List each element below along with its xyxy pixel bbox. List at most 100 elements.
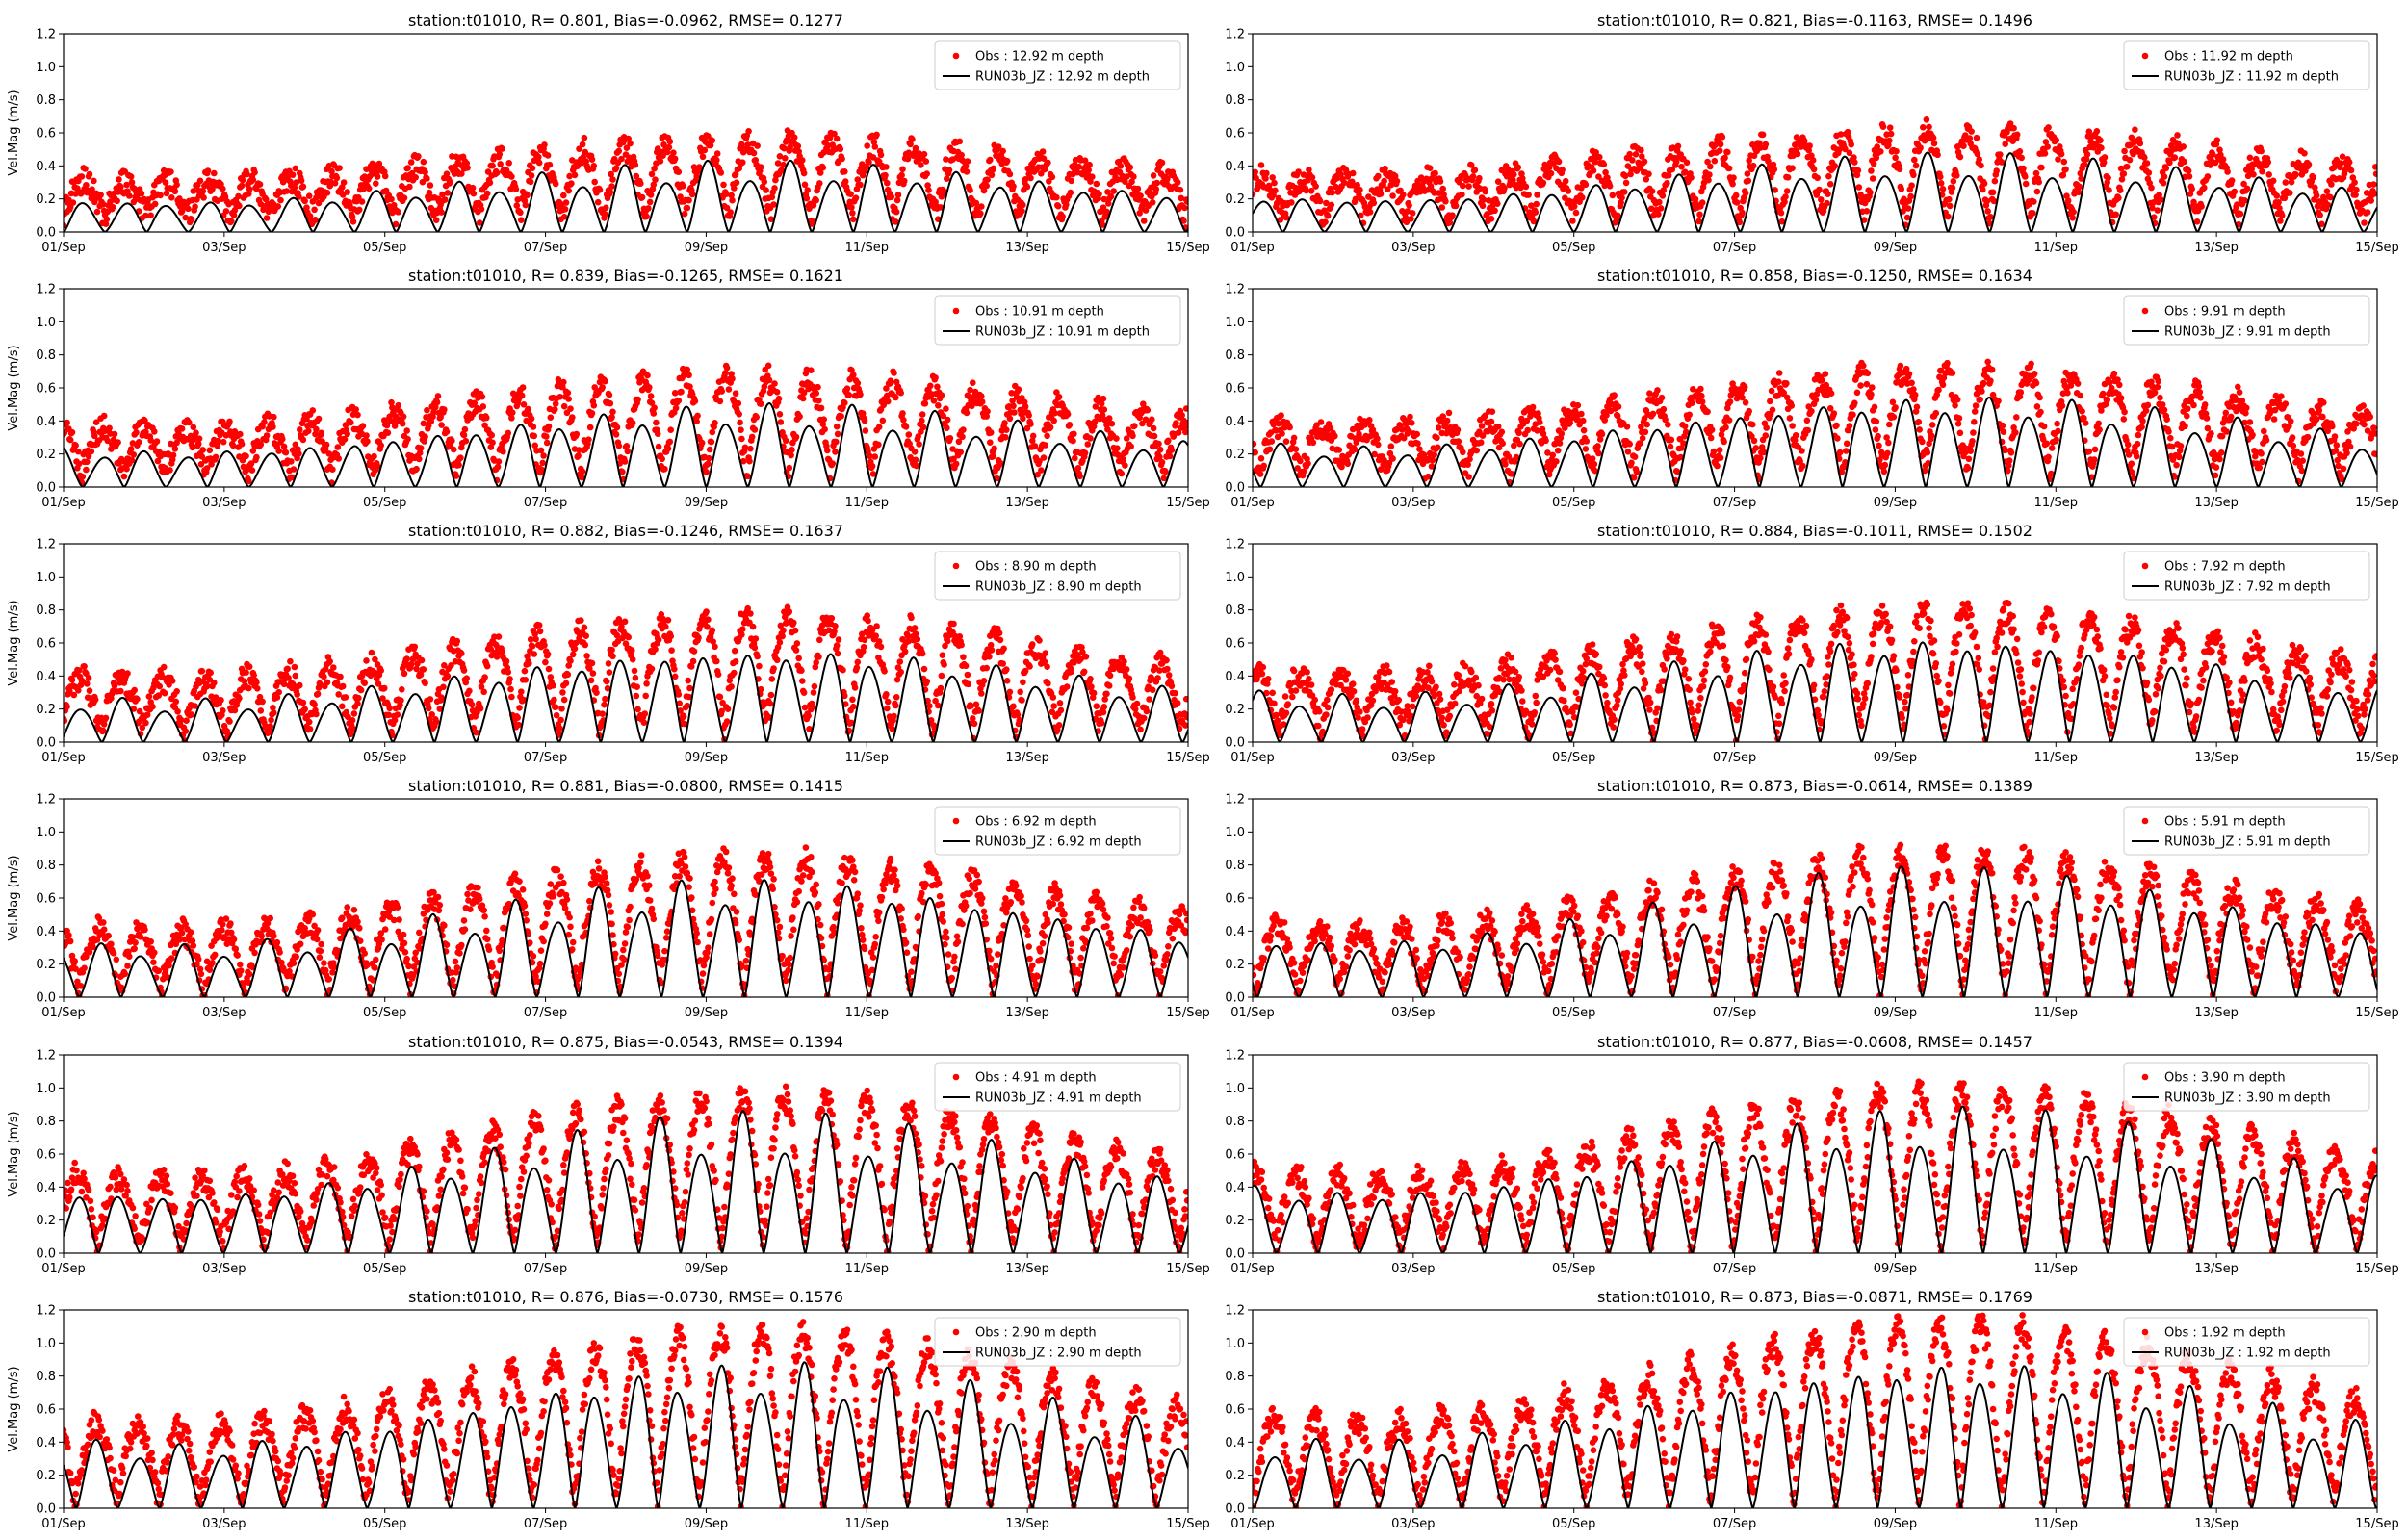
obs-point <box>2188 185 2195 192</box>
obs-point <box>1087 435 1094 442</box>
obs-point <box>884 179 891 187</box>
obs-point <box>2145 169 2153 176</box>
obs-point <box>1010 183 1017 190</box>
obs-point <box>813 390 819 397</box>
obs-point <box>328 167 335 175</box>
obs-point <box>651 404 658 412</box>
obs-point <box>1553 458 1560 465</box>
legend-model-label: RUN03b_JZ : 12.92 m depth <box>975 70 1150 85</box>
obs-point <box>1939 381 1947 389</box>
obs-point <box>575 452 582 459</box>
obs-point <box>142 212 149 219</box>
obs-point <box>1750 437 1758 445</box>
y-tick-label: 1.2 <box>36 28 56 42</box>
obs-point <box>962 163 970 169</box>
obs-point <box>2181 158 2187 166</box>
obs-point <box>1150 424 1157 432</box>
obs-point <box>2070 208 2077 216</box>
obs-point <box>944 175 950 182</box>
obs-point <box>1272 187 1279 194</box>
obs-point <box>1505 453 1513 460</box>
obs-point <box>1614 212 1621 219</box>
obs-point <box>209 186 216 192</box>
obs-point <box>648 399 656 407</box>
obs-point <box>751 426 759 433</box>
obs-point <box>1851 154 1857 161</box>
obs-point <box>1739 209 1746 217</box>
obs-point <box>722 191 730 197</box>
obs-point <box>1532 209 1540 216</box>
obs-point <box>1824 199 1830 207</box>
obs-point <box>1924 449 1931 456</box>
obs-point <box>1034 471 1041 478</box>
obs-point <box>736 411 742 418</box>
obs-point <box>2002 447 2008 454</box>
obs-point <box>2041 150 2049 157</box>
obs-point <box>2035 178 2042 186</box>
obs-point <box>1912 162 1920 169</box>
obs-point <box>2112 211 2119 218</box>
obs-point <box>206 447 214 454</box>
subplot-title: station:t01010, R= 0.821, Bias=-0.1163, … <box>1597 12 2032 30</box>
obs-point <box>384 429 392 437</box>
obs-point <box>1117 163 1125 169</box>
obs-point <box>1064 411 1072 418</box>
obs-point <box>1436 178 1444 185</box>
obs-point <box>1910 171 1917 179</box>
obs-point <box>1760 449 1768 456</box>
obs-point <box>1871 403 1878 411</box>
y-tick-label: 1.2 <box>1225 283 1245 297</box>
obs-point <box>1621 172 1629 180</box>
obs-point <box>419 178 427 186</box>
obs-point <box>1066 422 1074 428</box>
obs-point <box>2040 423 2048 430</box>
obs-point <box>728 371 735 377</box>
obs-point <box>275 448 283 454</box>
obs-point <box>427 182 434 189</box>
obs-point <box>292 165 299 172</box>
obs-point <box>176 195 183 202</box>
obs-point <box>1118 470 1126 477</box>
obs-point <box>416 455 423 463</box>
obs-point <box>2032 169 2040 177</box>
obs-point <box>256 181 264 188</box>
obs-point <box>1991 177 1999 185</box>
obs-point <box>565 187 572 194</box>
obs-point <box>560 192 567 199</box>
obs-point <box>1253 168 1258 176</box>
obs-point <box>552 400 559 407</box>
obs-point <box>752 157 760 164</box>
y-tick-label: 0.4 <box>1225 160 1245 174</box>
obs-point <box>1081 157 1089 164</box>
obs-point <box>938 392 945 398</box>
obs-point <box>349 214 356 220</box>
obs-point <box>1029 432 1037 440</box>
obs-point <box>1344 460 1352 468</box>
obs-point <box>776 153 784 160</box>
obs-point <box>1480 196 1488 203</box>
obs-point <box>654 430 661 438</box>
obs-point <box>2012 429 2019 436</box>
obs-point <box>596 187 604 193</box>
obs-point <box>483 414 490 422</box>
obs-point <box>1091 418 1099 425</box>
obs-point <box>561 206 569 213</box>
obs-point <box>1851 159 1858 166</box>
obs-point <box>2338 160 2344 167</box>
subplot-3: station:t01010, R= 0.839, Bias=-0.1265, … <box>7 267 1210 510</box>
obs-point <box>1757 454 1764 462</box>
obs-point <box>193 429 199 437</box>
obs-point <box>2318 220 2325 228</box>
obs-point <box>819 421 827 428</box>
obs-point <box>75 460 83 468</box>
obs-point <box>650 181 658 189</box>
obs-point <box>1711 157 1719 165</box>
obs-point <box>608 414 615 421</box>
obs-point <box>1618 194 1625 201</box>
obs-point <box>1596 436 1604 443</box>
obs-point <box>1660 187 1668 193</box>
obs-point <box>1633 469 1641 475</box>
obs-point <box>1323 199 1330 207</box>
obs-point <box>723 364 731 372</box>
obs-point <box>1729 180 1736 188</box>
